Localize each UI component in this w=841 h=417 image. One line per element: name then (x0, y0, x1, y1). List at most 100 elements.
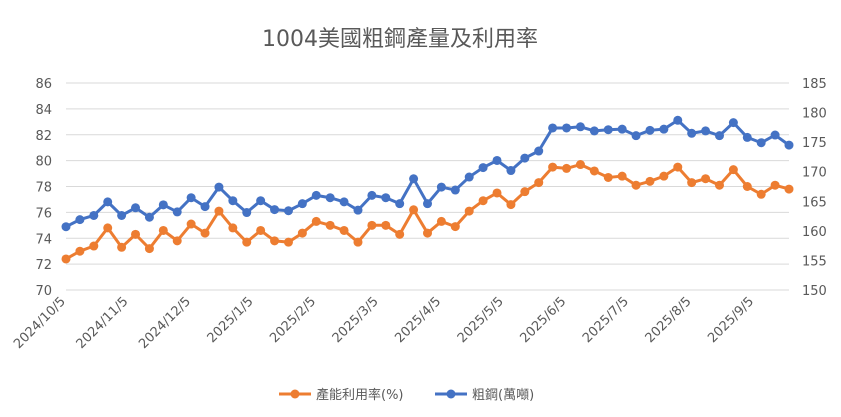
data-point-utilization (311, 216, 321, 226)
data-point-steel (548, 123, 558, 133)
series-layer (61, 115, 794, 264)
data-point-utilization (742, 182, 752, 191)
right-axis-ticks: 150 155 160 165 170 175 180 185 (802, 77, 827, 299)
data-point-utilization (75, 246, 85, 256)
right-axis-tick-label: 165 (802, 195, 827, 210)
data-point-steel (784, 140, 794, 150)
data-point-steel (770, 130, 780, 140)
data-point-utilization (534, 178, 544, 188)
data-point-steel (506, 166, 516, 176)
x-axis-tick-label: 2025/3/5 (330, 294, 382, 346)
legend-marker-steel (446, 389, 456, 399)
data-point-steel (659, 124, 669, 134)
data-point-utilization (589, 166, 599, 176)
data-point-steel (687, 128, 697, 138)
data-point-utilization (214, 206, 224, 216)
legend-item-utilization: 產能利用率(%) (279, 387, 404, 403)
data-point-utilization (297, 228, 307, 238)
data-point-utilization (492, 188, 502, 198)
legend-label-utilization: 產能利用率(%) (316, 387, 404, 403)
x-axis-tick-label: 2025/7/5 (580, 294, 632, 346)
data-point-steel (714, 131, 724, 141)
data-point-utilization (659, 171, 669, 181)
data-point-utilization (701, 174, 711, 184)
data-point-steel (395, 199, 405, 209)
left-axis-tick-label: 82 (35, 129, 52, 144)
data-point-utilization (339, 225, 349, 235)
data-point-steel (339, 197, 349, 207)
left-axis-ticks: 70 72 74 76 78 80 82 84 86 (35, 77, 52, 299)
data-point-utilization (631, 180, 641, 190)
data-point-steel (297, 199, 307, 209)
data-point-steel (520, 153, 530, 163)
data-point-steel (478, 163, 488, 173)
x-axis-tick-label: 2025/1/5 (205, 294, 257, 346)
data-point-utilization (548, 162, 558, 172)
data-point-steel (353, 205, 363, 215)
data-point-utilization (103, 223, 113, 233)
data-point-steel (728, 118, 738, 128)
data-point-steel (103, 197, 113, 207)
data-point-steel (117, 210, 127, 220)
x-axis-tick-label: 2025/4/5 (392, 294, 444, 346)
data-point-steel (701, 126, 711, 136)
gridlines (66, 82, 789, 291)
x-axis-tick-label: 2025/8/5 (643, 294, 695, 346)
data-point-utilization (617, 171, 627, 181)
x-axis-tick-label: 2025/6/5 (517, 294, 569, 346)
left-axis-tick-label: 80 (35, 155, 52, 170)
data-point-utilization (131, 229, 141, 239)
right-axis-tick-label: 180 (802, 107, 827, 122)
data-point-utilization (283, 237, 293, 247)
right-axis-tick-label: 160 (802, 225, 827, 240)
data-point-steel (589, 126, 599, 136)
data-point-utilization (228, 223, 238, 233)
data-point-utilization (756, 189, 766, 199)
left-axis-tick-label: 84 (35, 103, 52, 118)
x-axis-tick-label: 2025/2/5 (267, 294, 319, 346)
chart-title: 1004美國粗鋼產量及利用率 (262, 27, 538, 52)
right-axis-tick-label: 150 (802, 284, 827, 299)
data-point-steel (562, 123, 572, 133)
data-point-steel (423, 199, 432, 209)
data-point-utilization (270, 236, 280, 246)
data-point-steel (367, 190, 377, 200)
x-axis-ticks: 2024/10/5 2024/11/5 2024/12/5 2025/1/5 2025/… (11, 294, 757, 352)
x-axis-tick-label: 2025/9/5 (705, 294, 757, 346)
data-point-steel (381, 193, 391, 203)
data-point-steel (617, 124, 627, 134)
data-point-utilization (256, 225, 266, 235)
data-point-utilization (242, 237, 252, 247)
data-point-utilization (464, 206, 474, 216)
data-point-steel (756, 138, 766, 148)
data-point-utilization (395, 229, 405, 239)
data-point-utilization (450, 222, 460, 232)
data-point-steel (645, 125, 655, 135)
right-axis-tick-label: 175 (802, 136, 827, 151)
right-axis-tick-label: 155 (802, 254, 827, 269)
data-point-utilization (367, 220, 377, 230)
data-point-steel (464, 172, 474, 182)
right-axis-tick-label: 185 (802, 77, 827, 92)
data-point-utilization (423, 228, 432, 238)
x-axis-tick-label: 2024/10/5 (11, 294, 69, 352)
data-point-utilization (603, 172, 613, 182)
data-point-steel (61, 222, 71, 232)
data-point-steel (144, 212, 154, 222)
data-point-steel (242, 208, 252, 218)
left-axis-tick-label: 78 (35, 181, 52, 196)
data-point-steel (603, 125, 613, 135)
data-point-utilization (353, 237, 363, 247)
data-point-utilization (172, 236, 182, 246)
data-point-steel (575, 122, 585, 132)
data-point-steel (492, 155, 502, 165)
data-point-utilization (409, 205, 419, 215)
x-axis-tick-label: 2025/5/5 (455, 294, 507, 346)
data-point-steel (200, 202, 210, 212)
data-point-utilization (520, 187, 530, 197)
data-point-steel (673, 115, 683, 125)
data-point-steel (409, 174, 419, 184)
x-axis-tick-label: 2024/12/5 (136, 294, 194, 352)
data-point-utilization (728, 165, 738, 175)
